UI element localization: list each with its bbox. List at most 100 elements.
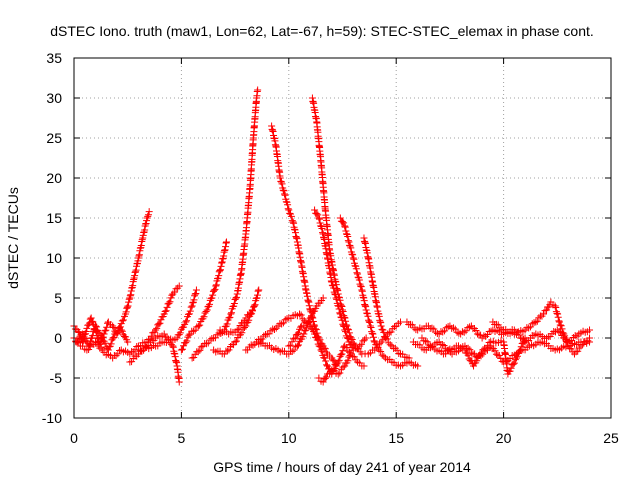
data-point bbox=[233, 326, 241, 334]
data-point-interp bbox=[258, 335, 266, 343]
data-point-interp bbox=[378, 351, 386, 359]
data-point bbox=[306, 314, 314, 322]
x-tick-label: 20 bbox=[496, 430, 512, 446]
data-point bbox=[227, 310, 235, 318]
y-tick-label: 0 bbox=[54, 330, 62, 346]
data-point-interp bbox=[322, 373, 330, 381]
data-point-interp bbox=[563, 338, 571, 346]
data-point-interp bbox=[233, 293, 241, 301]
data-point-interp bbox=[197, 343, 205, 351]
data-point bbox=[577, 342, 585, 350]
data-point-interp bbox=[343, 334, 351, 342]
data-point-interp bbox=[336, 369, 344, 377]
data-point-interp bbox=[432, 328, 440, 336]
data-point bbox=[188, 302, 196, 310]
data-point-interp bbox=[80, 331, 88, 339]
data-point-interp bbox=[519, 339, 527, 347]
data-point-interp bbox=[230, 299, 238, 307]
data-point-interp bbox=[380, 352, 388, 360]
data-point bbox=[117, 326, 125, 334]
data-point-interp bbox=[270, 325, 278, 333]
data-point bbox=[586, 326, 594, 334]
data-point bbox=[145, 208, 153, 216]
data-point-interp bbox=[513, 352, 521, 360]
data-point-interp bbox=[125, 298, 133, 306]
data-point-interp bbox=[539, 310, 547, 318]
data-point-interp bbox=[438, 340, 446, 348]
data-point-interp bbox=[254, 287, 262, 295]
y-tick-label: -5 bbox=[50, 370, 63, 386]
data-point-interp bbox=[293, 330, 301, 338]
data-point-interp bbox=[541, 307, 549, 315]
data-point-interp bbox=[316, 219, 324, 227]
data-point-interp bbox=[335, 305, 343, 313]
data-point-interp bbox=[128, 358, 136, 366]
data-point-interp bbox=[211, 334, 219, 342]
data-point-interp bbox=[525, 324, 533, 332]
data-point-interp bbox=[297, 311, 305, 319]
data-point-interp bbox=[161, 307, 169, 315]
data-point bbox=[124, 338, 132, 346]
data-point-interp bbox=[408, 321, 416, 329]
data-point-interp bbox=[526, 323, 534, 331]
data-point-interp bbox=[102, 326, 110, 334]
data-point-interp bbox=[183, 317, 191, 325]
data-point-interp bbox=[185, 331, 193, 339]
data-point-interp bbox=[305, 317, 313, 325]
data-point bbox=[555, 318, 563, 326]
data-point-interp bbox=[215, 272, 223, 280]
y-tick-label: 10 bbox=[46, 250, 62, 266]
data-point bbox=[291, 334, 299, 342]
data-point bbox=[169, 290, 177, 298]
data-point-interp bbox=[460, 328, 468, 336]
y-tick-label: 15 bbox=[46, 210, 62, 226]
data-point bbox=[366, 322, 374, 330]
data-point-interp bbox=[281, 316, 289, 324]
data-point bbox=[334, 358, 342, 366]
y-tick-label: 30 bbox=[46, 90, 62, 106]
data-point-interp bbox=[455, 329, 463, 337]
data-point bbox=[160, 330, 168, 338]
data-point bbox=[381, 334, 389, 342]
data-point-interp bbox=[535, 314, 543, 322]
data-point-interp bbox=[284, 201, 292, 209]
x-tick-label: 25 bbox=[603, 430, 619, 446]
data-point bbox=[311, 206, 319, 214]
data-point-interp bbox=[339, 218, 346, 226]
data-point-interp bbox=[260, 332, 268, 340]
data-point bbox=[83, 324, 91, 332]
data-point-interp bbox=[464, 324, 472, 332]
data-point-interp bbox=[464, 351, 472, 359]
data-point-interp bbox=[517, 343, 525, 351]
data-point-interp bbox=[211, 285, 219, 293]
data-point bbox=[332, 294, 340, 302]
data-point-interp bbox=[515, 347, 523, 355]
data-point-interp bbox=[337, 351, 345, 359]
data-point-interp bbox=[232, 337, 240, 345]
data-point-interp bbox=[377, 347, 385, 355]
data-point bbox=[512, 354, 520, 362]
data-point-interp bbox=[380, 328, 388, 336]
data-point bbox=[300, 330, 308, 338]
data-point-interp bbox=[553, 309, 561, 317]
data-point-interp bbox=[213, 331, 221, 339]
data-point-interp bbox=[122, 308, 130, 316]
data-point-interp bbox=[316, 343, 324, 351]
data-point bbox=[285, 206, 293, 214]
data-point-interp bbox=[163, 303, 171, 311]
data-point-interp bbox=[107, 340, 115, 348]
data-point-interp bbox=[191, 326, 199, 334]
data-point-interp bbox=[331, 291, 339, 299]
data-point-interp bbox=[319, 229, 327, 237]
data-point bbox=[347, 350, 355, 358]
data-point-interp bbox=[366, 319, 374, 327]
data-point-interp bbox=[200, 313, 208, 321]
data-point-interp bbox=[342, 343, 350, 351]
data-point-interp bbox=[338, 350, 346, 358]
data-point-interp bbox=[449, 324, 457, 332]
data-point-interp bbox=[466, 323, 474, 331]
data-point-interp bbox=[428, 324, 436, 332]
data-point bbox=[362, 306, 370, 314]
data-point-interp bbox=[144, 211, 152, 219]
data-point bbox=[315, 214, 323, 222]
